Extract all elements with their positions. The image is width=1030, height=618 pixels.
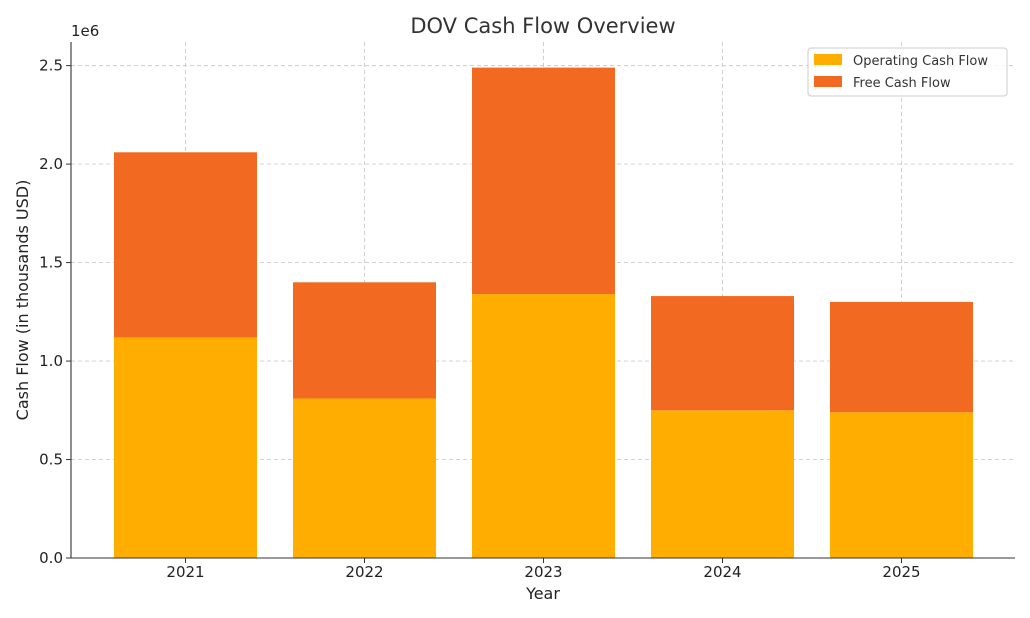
bar-free-cash-flow-2022 [293, 282, 436, 399]
bar-operating-cash-flow-2022 [293, 398, 436, 558]
x-tick-label-2023: 2023 [524, 563, 562, 581]
bar-free-cash-flow-2021 [114, 152, 257, 338]
legend-box [807, 47, 1008, 97]
legend: Operating Cash Flow Free Cash Flow [807, 47, 1008, 97]
bar-operating-cash-flow-2023 [472, 294, 615, 558]
bar-operating-cash-flow-2025 [830, 412, 973, 558]
x-axis-label: Year [525, 584, 560, 603]
ticks: 0.0 0.5 1.0 1.5 2.0 2.5 2021 2022 2023 2024 2025 [39, 57, 920, 581]
legend-label-free-cash-flow: Free Cash Flow [853, 76, 951, 91]
y-tick-label: 0.0 [39, 549, 63, 567]
legend-swatch-operating-cash-flow [814, 54, 842, 65]
y-tick-label: 2.5 [39, 57, 63, 75]
y-tick-label: 1.0 [39, 352, 63, 370]
legend-label-operating-cash-flow: Operating Cash Flow [853, 54, 988, 69]
bar-operating-cash-flow-2021 [114, 337, 257, 558]
chart-title: DOV Cash Flow Overview [410, 14, 675, 38]
x-tick-label-2022: 2022 [345, 563, 383, 581]
y-axis-label: Cash Flow (in thousands USD) [13, 180, 32, 421]
legend-swatch-free-cash-flow [814, 76, 842, 87]
bar-free-cash-flow-2023 [472, 67, 615, 295]
y-tick-label: 2.0 [39, 155, 63, 173]
bar-free-cash-flow-2024 [651, 296, 794, 411]
y-tick-label: 1.5 [39, 254, 63, 272]
bar-free-cash-flow-2025 [830, 301, 973, 413]
x-tick-label-2024: 2024 [703, 563, 741, 581]
x-tick-label-2025: 2025 [882, 563, 920, 581]
bars [114, 67, 973, 558]
bar-operating-cash-flow-2024 [651, 410, 794, 558]
x-tick-label-2021: 2021 [166, 563, 204, 581]
y-offset-text: 1e6 [71, 22, 99, 40]
y-tick-label: 0.5 [39, 451, 63, 469]
